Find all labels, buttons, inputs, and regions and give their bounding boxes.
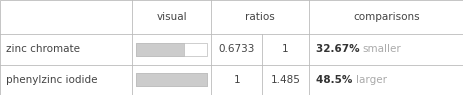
Bar bbox=[136, 73, 207, 86]
Text: smaller: smaller bbox=[362, 44, 400, 54]
Text: larger: larger bbox=[355, 75, 386, 85]
Bar bbox=[136, 43, 184, 56]
Text: phenylzinc iodide: phenylzinc iodide bbox=[6, 75, 97, 85]
Text: 1: 1 bbox=[282, 44, 288, 54]
Bar bbox=[136, 73, 207, 86]
Text: ratios: ratios bbox=[244, 12, 274, 22]
Bar bbox=[136, 43, 207, 56]
Text: 32.67%: 32.67% bbox=[315, 44, 362, 54]
Text: 1: 1 bbox=[233, 75, 239, 85]
Text: visual: visual bbox=[156, 12, 187, 22]
Text: 0.6733: 0.6733 bbox=[218, 44, 254, 54]
Text: comparisons: comparisons bbox=[352, 12, 419, 22]
Text: zinc chromate: zinc chromate bbox=[6, 44, 79, 54]
Text: 48.5%: 48.5% bbox=[315, 75, 355, 85]
Text: 1.485: 1.485 bbox=[270, 75, 300, 85]
